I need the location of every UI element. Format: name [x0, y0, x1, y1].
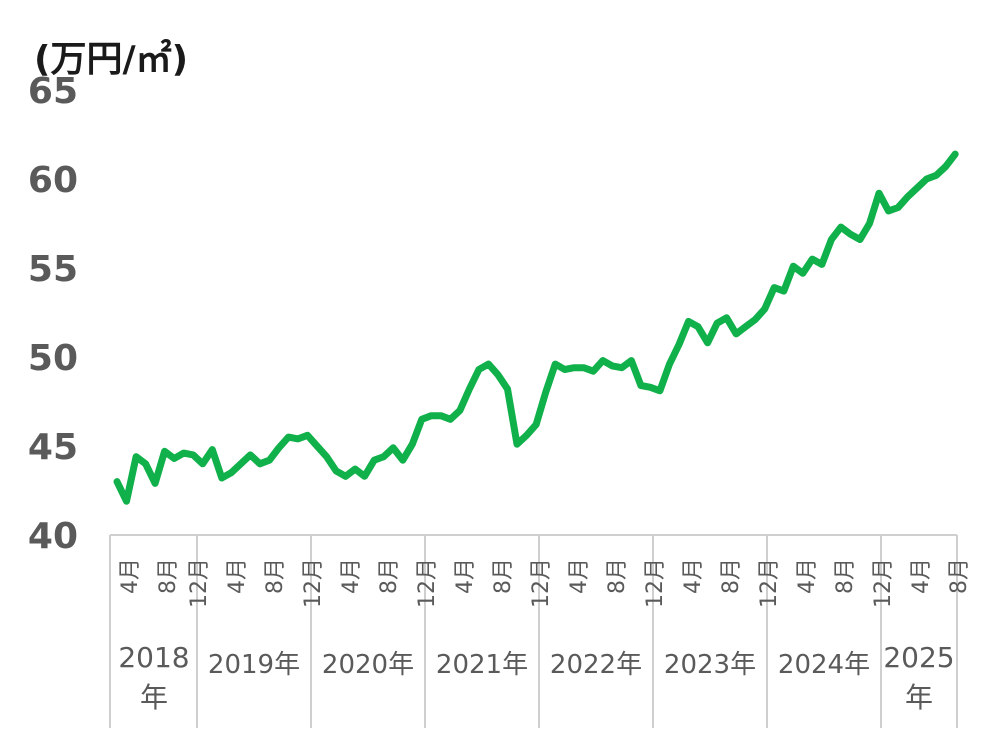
x-tick-label: 12月	[529, 558, 554, 608]
x-tick-label: 12月	[301, 558, 326, 608]
x-tick-label: 8月	[605, 558, 630, 594]
x-tick-label: 8月	[833, 558, 858, 594]
x-year-label: 2020年	[322, 650, 414, 680]
x-tick-label: 8月	[377, 558, 402, 594]
y-tick-label: 60	[28, 160, 78, 201]
x-tick-label: 4月	[225, 558, 250, 594]
x-tick-label: 12月	[871, 558, 896, 608]
x-year-label: 2024年	[778, 650, 870, 680]
x-tick-label: 4月	[118, 558, 143, 594]
x-tick-label: 8月	[156, 558, 181, 594]
x-year-label: 2023年	[664, 650, 756, 680]
x-tick-label: 12月	[415, 558, 440, 608]
x-tick-label: 8月	[491, 558, 516, 594]
x-tick-label: 4月	[453, 558, 478, 594]
x-year-label: 2019年	[208, 650, 300, 680]
x-tick-label: 4月	[339, 558, 364, 594]
y-unit-label: (万円/㎡)	[34, 39, 189, 80]
x-tick-label: 12月	[757, 558, 782, 608]
x-tick-label: 4月	[909, 558, 934, 594]
x-tick-label: 4月	[567, 558, 592, 594]
x-tick-label: 4月	[795, 558, 820, 594]
x-year-label: 2022年	[550, 650, 642, 680]
y-tick-label: 50	[28, 338, 78, 379]
x-year-label: 2018 年	[118, 641, 189, 714]
x-tick-label: 8月	[947, 558, 972, 594]
y-tick-label: 55	[28, 249, 78, 290]
x-tick-label: 12月	[187, 558, 212, 608]
x-tick-label: 12月	[643, 558, 668, 608]
series-line	[113, 150, 959, 505]
x-tick-label: 8月	[719, 558, 744, 594]
x-tick-label: 8月	[263, 558, 288, 594]
x-year-label: 2025 年	[883, 641, 954, 714]
x-tick-label: 4月	[681, 558, 706, 594]
x-year-label: 2021年	[436, 650, 528, 680]
y-tick-label: 45	[28, 427, 78, 468]
y-tick-label: 40	[28, 516, 78, 557]
y-tick-label: 65	[28, 71, 78, 112]
